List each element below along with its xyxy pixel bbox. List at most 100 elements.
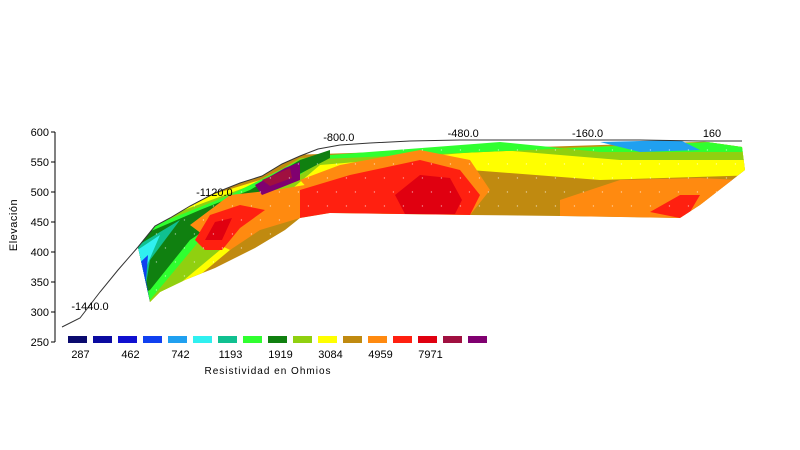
legend-label: 462 bbox=[121, 349, 139, 361]
measurement-point bbox=[354, 219, 357, 221]
measurement-point bbox=[687, 149, 690, 151]
measurement-point bbox=[573, 233, 576, 235]
station-label: -1440.0 bbox=[71, 301, 108, 313]
measurement-point bbox=[183, 219, 186, 221]
measurement-point bbox=[649, 261, 652, 263]
measurement-point bbox=[202, 275, 205, 277]
measurement-point bbox=[734, 247, 737, 249]
measurement-point bbox=[611, 261, 614, 263]
measurement-point bbox=[297, 163, 300, 165]
measurement-point bbox=[658, 275, 661, 277]
measurement-point bbox=[535, 233, 538, 235]
measurement-point bbox=[411, 247, 414, 249]
measurement-point bbox=[544, 163, 547, 165]
measurement-point bbox=[639, 191, 642, 193]
measurement-point bbox=[744, 261, 745, 263]
measurement-point bbox=[630, 261, 633, 263]
measurement-point bbox=[354, 247, 357, 249]
measurement-point bbox=[259, 163, 262, 165]
legend-label: 4959 bbox=[368, 349, 392, 361]
measurement-point bbox=[278, 191, 281, 193]
measurement-point bbox=[269, 233, 272, 235]
measurement-point bbox=[582, 275, 585, 277]
measurement-point bbox=[440, 149, 443, 151]
legend-swatch bbox=[118, 336, 137, 343]
measurement-point bbox=[478, 205, 481, 207]
measurement-point bbox=[668, 261, 671, 263]
measurement-point bbox=[364, 289, 367, 291]
measurement-point bbox=[411, 191, 414, 193]
measurement-point bbox=[231, 177, 234, 179]
measurement-point bbox=[620, 219, 623, 221]
measurement-point bbox=[278, 219, 281, 221]
measurement-point bbox=[725, 177, 728, 179]
measurement-point bbox=[383, 149, 386, 151]
measurement-point bbox=[630, 205, 633, 207]
measurement-point bbox=[601, 191, 604, 193]
measurement-point bbox=[677, 247, 680, 249]
measurement-point bbox=[269, 289, 272, 291]
measurement-point bbox=[525, 275, 528, 277]
measurement-point bbox=[459, 289, 462, 291]
measurement-point bbox=[174, 289, 177, 291]
measurement-point bbox=[582, 163, 585, 165]
measurement-point bbox=[487, 163, 490, 165]
measurement-point bbox=[250, 233, 253, 235]
measurement-point bbox=[668, 205, 671, 207]
measurement-point bbox=[354, 275, 357, 277]
measurement-point bbox=[430, 275, 433, 277]
resistivity-zone bbox=[205, 175, 462, 240]
measurement-point bbox=[193, 205, 196, 207]
measurement-point bbox=[316, 247, 319, 249]
measurement-point bbox=[687, 289, 690, 291]
measurement-point bbox=[478, 233, 481, 235]
measurement-point bbox=[563, 163, 566, 165]
measurement-point bbox=[193, 149, 196, 151]
measurement-point bbox=[259, 219, 262, 221]
measurement-point bbox=[744, 177, 745, 179]
measurement-point bbox=[202, 247, 205, 249]
measurement-point bbox=[630, 233, 633, 235]
measurement-point bbox=[326, 233, 329, 235]
measurement-point bbox=[459, 233, 462, 235]
measurement-point bbox=[421, 205, 424, 207]
measurement-point bbox=[402, 149, 405, 151]
measurement-point bbox=[345, 261, 348, 263]
measurement-point bbox=[354, 163, 357, 165]
measurement-point bbox=[174, 149, 177, 151]
measurement-point bbox=[269, 177, 272, 179]
measurement-point bbox=[335, 191, 338, 193]
measurement-point bbox=[754, 219, 755, 220]
measurement-point bbox=[164, 275, 167, 277]
measurement-point bbox=[288, 149, 291, 151]
measurement-point bbox=[231, 261, 234, 263]
measurement-point bbox=[326, 261, 329, 263]
legend-swatch bbox=[443, 336, 462, 343]
measurement-point bbox=[316, 163, 319, 165]
measurement-point bbox=[601, 275, 604, 277]
measurement-point bbox=[449, 191, 452, 193]
measurement-point bbox=[212, 289, 215, 291]
measurement-point bbox=[354, 191, 357, 193]
measurement-point bbox=[696, 275, 699, 277]
measurement-point bbox=[649, 177, 652, 179]
measurement-point bbox=[516, 177, 519, 179]
measurement-point bbox=[611, 177, 614, 179]
measurement-point bbox=[392, 219, 395, 221]
measurement-point bbox=[573, 261, 576, 263]
measurement-point bbox=[554, 261, 557, 263]
resistivity-zone bbox=[138, 150, 330, 300]
measurement-point bbox=[345, 205, 348, 207]
measurement-point bbox=[288, 261, 291, 263]
measurement-point bbox=[449, 219, 452, 221]
measurement-point bbox=[554, 233, 557, 235]
measurement-point bbox=[687, 177, 690, 179]
measurement-point bbox=[554, 289, 557, 291]
measurement-point bbox=[250, 261, 253, 263]
measurement-point bbox=[297, 191, 300, 193]
measurement-point bbox=[668, 177, 671, 179]
legend-label: 742 bbox=[171, 349, 189, 361]
measurement-point bbox=[620, 163, 623, 165]
measurement-point bbox=[696, 247, 699, 249]
